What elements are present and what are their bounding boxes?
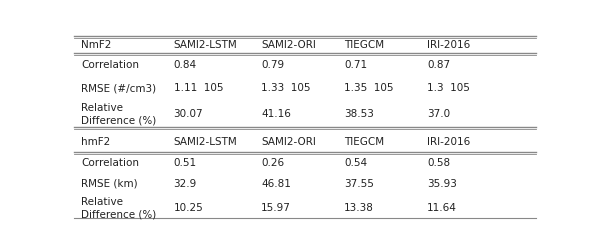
Text: IRI-2016: IRI-2016 xyxy=(427,40,471,50)
Text: IRI-2016: IRI-2016 xyxy=(427,137,471,147)
Text: Relative
Difference (%): Relative Difference (%) xyxy=(82,102,156,125)
Text: SAMI2-ORI: SAMI2-ORI xyxy=(261,137,316,147)
Text: Relative
Difference (%): Relative Difference (%) xyxy=(82,196,156,218)
Text: 46.81: 46.81 xyxy=(261,178,291,188)
Text: 0.79: 0.79 xyxy=(261,60,284,70)
Text: 1.11  105: 1.11 105 xyxy=(174,83,223,93)
Text: 0.84: 0.84 xyxy=(174,60,196,70)
Text: hmF2: hmF2 xyxy=(82,137,111,147)
Text: 13.38: 13.38 xyxy=(344,202,374,212)
Text: SAMI2-LSTM: SAMI2-LSTM xyxy=(174,137,237,147)
Text: 41.16: 41.16 xyxy=(261,109,291,119)
Text: SAMI2-ORI: SAMI2-ORI xyxy=(261,40,316,50)
Text: RMSE (#/cm3): RMSE (#/cm3) xyxy=(82,83,156,93)
Text: RMSE (km): RMSE (km) xyxy=(82,178,138,188)
Text: 0.87: 0.87 xyxy=(427,60,450,70)
Text: 1.3  105: 1.3 105 xyxy=(427,83,470,93)
Text: 38.53: 38.53 xyxy=(344,109,374,119)
Text: 37.0: 37.0 xyxy=(427,109,450,119)
Text: 0.71: 0.71 xyxy=(344,60,367,70)
Text: 35.93: 35.93 xyxy=(427,178,457,188)
Text: 0.26: 0.26 xyxy=(261,158,284,168)
Text: 37.55: 37.55 xyxy=(344,178,374,188)
Text: NmF2: NmF2 xyxy=(82,40,112,50)
Text: 0.58: 0.58 xyxy=(427,158,450,168)
Text: 1.35  105: 1.35 105 xyxy=(344,83,394,93)
Text: 0.54: 0.54 xyxy=(344,158,367,168)
Text: SAMI2-LSTM: SAMI2-LSTM xyxy=(174,40,237,50)
Text: TIEGCM: TIEGCM xyxy=(344,40,384,50)
Text: Correlation: Correlation xyxy=(82,158,139,168)
Text: 30.07: 30.07 xyxy=(174,109,203,119)
Text: 11.64: 11.64 xyxy=(427,202,457,212)
Text: 10.25: 10.25 xyxy=(174,202,203,212)
Text: Correlation: Correlation xyxy=(82,60,139,70)
Text: 32.9: 32.9 xyxy=(174,178,197,188)
Text: 1.33  105: 1.33 105 xyxy=(261,83,311,93)
Text: TIEGCM: TIEGCM xyxy=(344,137,384,147)
Text: 15.97: 15.97 xyxy=(261,202,291,212)
Text: 0.51: 0.51 xyxy=(174,158,196,168)
